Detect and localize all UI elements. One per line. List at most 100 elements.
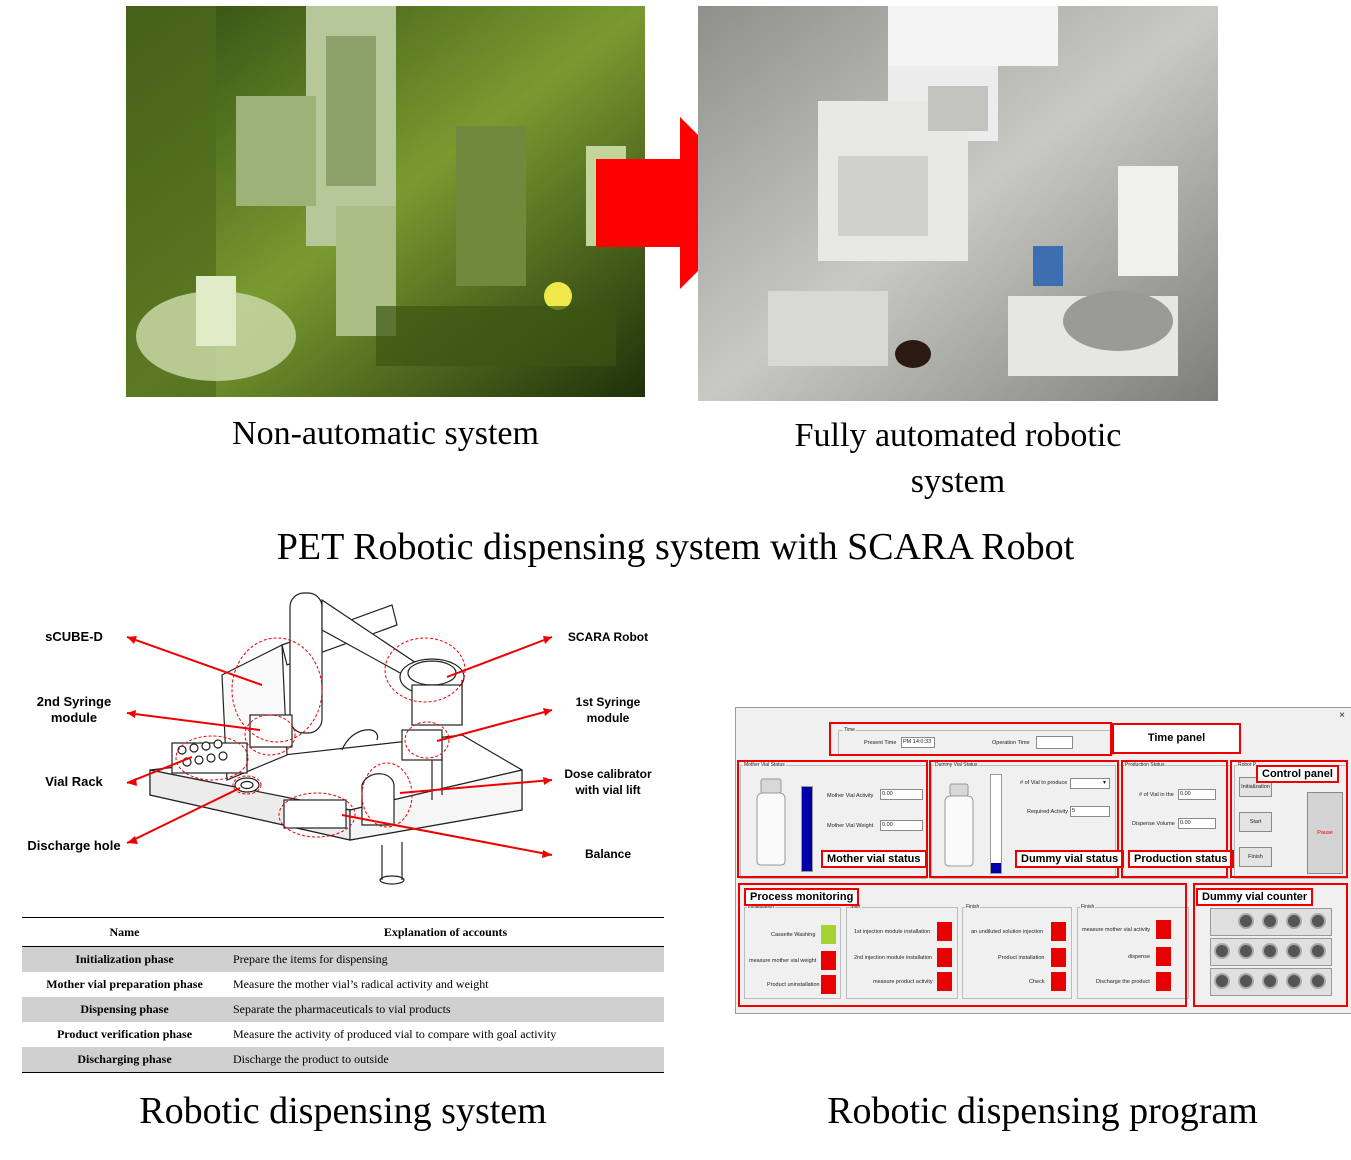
automated-caption: Fully automated robotic system bbox=[698, 414, 1218, 504]
table-header-name: Name bbox=[22, 917, 227, 947]
finish-button[interactable]: Finish bbox=[1239, 847, 1272, 867]
phase-name: Mother vial preparation phase bbox=[46, 977, 203, 991]
dummy-vial-icon bbox=[944, 783, 974, 867]
process-monitoring-highlight bbox=[738, 883, 1187, 1007]
table-row: Product verification phase Measure the a… bbox=[22, 1022, 664, 1047]
vial-tray-slots bbox=[1214, 913, 1326, 989]
vials-in-field: 0.00 bbox=[1178, 789, 1216, 800]
mother-vial-level-track bbox=[801, 786, 813, 872]
status-indicator-red bbox=[1051, 948, 1066, 967]
table-row: Mother vial preparation phase Measure th… bbox=[22, 972, 664, 997]
production-status-tag: Production status bbox=[1128, 850, 1234, 868]
close-icon[interactable]: × bbox=[1339, 710, 1345, 721]
phase-name: Dispensing phase bbox=[22, 997, 227, 1022]
dispense-volume-label: Dispense Volume bbox=[1132, 821, 1175, 827]
status-indicator-red bbox=[1156, 972, 1171, 991]
process-item-label: an undiluted solution injection bbox=[971, 929, 1044, 935]
status-indicator-red bbox=[821, 951, 836, 970]
label-discharge-hole: Discharge hole bbox=[27, 838, 121, 853]
automated-caption-line1: Fully automated robotic bbox=[794, 417, 1122, 454]
process-item-label: Cassette Washing bbox=[771, 932, 816, 938]
process-monitoring-tag: Process monitoring bbox=[744, 888, 860, 906]
process-start-group: Start 1st injection module installation … bbox=[846, 904, 958, 999]
dummy-vial-group: Dummy Vial Status # of Vial to produce ▾… bbox=[931, 762, 1116, 879]
label-balance: Balance bbox=[584, 847, 632, 861]
status-indicator-green bbox=[821, 925, 836, 944]
phase-explanation: Discharge the product to outside bbox=[227, 1047, 664, 1073]
dispense-volume-field: 0.00 bbox=[1178, 818, 1216, 829]
phase-explanation: Prepare the items for dispensing bbox=[227, 946, 664, 972]
phase-explanation: Measure the mother vial’s radical activi… bbox=[233, 977, 489, 991]
mother-vial-status-tag: Mother vial status bbox=[821, 850, 927, 868]
process-group-title: Start bbox=[849, 904, 862, 910]
required-activity-label: Required Activity bbox=[1027, 809, 1068, 815]
mother-vial-activity-label: Mother Vial Activity bbox=[827, 793, 874, 799]
phase-name: Discharging phase bbox=[22, 1047, 227, 1073]
process-item-label: measure product activity bbox=[873, 979, 933, 985]
production-status-highlight bbox=[1121, 760, 1228, 878]
present-time-label: Present Time bbox=[864, 740, 897, 746]
process-finish-group: Finish an undiluted solution injection P… bbox=[962, 904, 1072, 999]
mother-vial-weight-field[interactable]: 0.00 bbox=[880, 820, 923, 831]
table-header-row: Name Explanation of accounts bbox=[22, 917, 664, 947]
dummy-vial-counter-tag: Dummy vial counter bbox=[1196, 888, 1314, 906]
status-indicator-red bbox=[937, 922, 952, 941]
dummy-vial-status-tag: Dummy vial status bbox=[1015, 850, 1125, 868]
label-scube-d: sCUBE-D bbox=[45, 629, 103, 644]
status-indicator-red bbox=[1051, 972, 1066, 991]
mother-vial-activity-field[interactable]: 0.00 bbox=[880, 789, 923, 800]
phase-name: Initialization phase bbox=[22, 946, 227, 972]
time-panel-tag: Time panel bbox=[1112, 723, 1241, 754]
time-group-label: Time bbox=[843, 727, 856, 733]
vials-in-label: # of Vial in the bbox=[1139, 792, 1174, 798]
process-item-label: Product installation bbox=[998, 955, 1045, 961]
robot-diagram bbox=[126, 592, 553, 885]
status-indicator-red bbox=[1156, 920, 1171, 939]
robot-group-label: Robot P bbox=[1237, 762, 1258, 768]
mother-vial-level-bar bbox=[802, 787, 812, 871]
operation-time-label: Operation Time bbox=[992, 740, 1030, 746]
status-indicator-red bbox=[1051, 922, 1066, 941]
process-item-label: 2nd injection module installation bbox=[854, 955, 932, 961]
vials-to-produce-select[interactable] bbox=[1070, 778, 1110, 789]
robotic-program-caption: Robotic dispensing program bbox=[827, 1090, 1258, 1132]
automated-system-photo bbox=[698, 6, 1218, 401]
label-1st-syringe-module: 1st Syringe module bbox=[575, 695, 641, 725]
non-automatic-caption: Non-automatic system bbox=[232, 415, 539, 452]
automated-caption-line2: system bbox=[910, 463, 1006, 500]
table-row: Initialization phase Prepare the items f… bbox=[22, 946, 664, 972]
mother-vial-group: Mother Vial Status Mother Vial Activity … bbox=[740, 762, 927, 879]
status-indicator-red bbox=[937, 948, 952, 967]
required-activity-field[interactable]: 5 bbox=[1070, 806, 1110, 817]
table-header-explanation: Explanation of accounts bbox=[227, 917, 664, 947]
non-automatic-system-photo bbox=[126, 6, 645, 397]
table-row: Discharging phase Discharge the product … bbox=[22, 1047, 664, 1073]
phase-explanation: Measure the activity of produced vial to… bbox=[233, 1027, 557, 1041]
production-status-group-label: Production Status bbox=[1124, 762, 1166, 768]
mother-vial-icon bbox=[756, 778, 786, 866]
mother-vial-group-label: Mother Vial Status bbox=[743, 762, 786, 768]
label-scara-robot: SCARA Robot bbox=[567, 630, 649, 644]
process-item-label: 1st injection module installation bbox=[854, 929, 931, 935]
main-title: PET Robotic dispensing system with SCARA… bbox=[276, 526, 1075, 568]
start-button[interactable]: Start bbox=[1239, 812, 1272, 832]
operation-time-field bbox=[1036, 736, 1073, 749]
status-indicator-red bbox=[937, 972, 952, 991]
mother-vial-highlight bbox=[737, 760, 928, 878]
process-group-title: Finish bbox=[1080, 904, 1096, 910]
present-time-field: PM 14:0:33 bbox=[901, 737, 935, 748]
robotic-system-caption: Robotic dispensing system bbox=[139, 1090, 547, 1132]
control-panel-tag: Control panel bbox=[1256, 765, 1339, 783]
dummy-vial-level-bar bbox=[991, 863, 1001, 873]
dummy-vial-level-track bbox=[990, 774, 1002, 874]
chevron-down-icon[interactable]: ▾ bbox=[1102, 780, 1106, 786]
process-item-label: Check bbox=[1029, 979, 1045, 985]
pause-button[interactable]: Pause bbox=[1307, 792, 1343, 874]
process-group-title: Initialization bbox=[747, 904, 776, 910]
dummy-vial-counter bbox=[1208, 904, 1332, 1002]
process-item-label: dispense bbox=[1128, 954, 1151, 960]
process-item-label: Product uninstallation bbox=[767, 982, 820, 988]
vials-to-produce-label: # of Vial to produce bbox=[1020, 780, 1068, 786]
phase-table: Name Explanation of accounts Initializat… bbox=[22, 917, 664, 1073]
process-initialization-group: Initialization Cassette Washing measure … bbox=[744, 904, 841, 999]
